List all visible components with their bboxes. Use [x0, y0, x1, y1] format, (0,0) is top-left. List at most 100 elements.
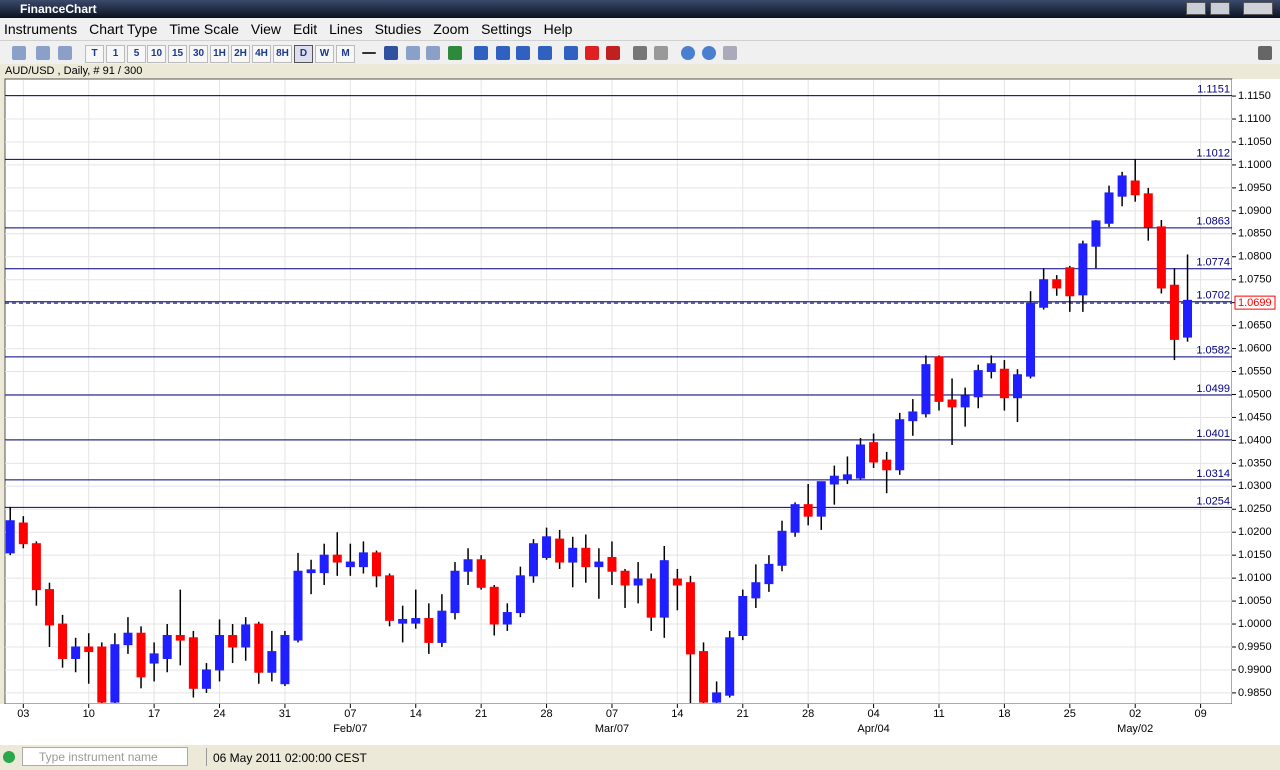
x-tick-label: 31: [279, 708, 291, 720]
minimize-button[interactable]: [1186, 2, 1206, 15]
period-button[interactable]: W: [315, 45, 334, 63]
candle-body: [149, 653, 159, 664]
tool-icon[interactable]: [538, 46, 552, 60]
level-label: 1.1012: [1196, 147, 1230, 159]
x-tick-label: 10: [83, 708, 95, 720]
y-tick-label: 1.0950: [1238, 182, 1272, 194]
candle-body: [385, 575, 395, 621]
y-tick-label: 1.0000: [1238, 618, 1272, 630]
x-tick-label: 21: [475, 708, 487, 720]
menu-item[interactable]: Edit: [292, 21, 318, 37]
tool-icon[interactable]: [496, 46, 510, 60]
delete-all-tool[interactable]: [606, 46, 620, 60]
tool-icon[interactable]: [448, 46, 462, 60]
candle-body: [581, 547, 591, 568]
menu-item[interactable]: Instruments: [4, 21, 78, 37]
candle-body: [345, 561, 355, 568]
y-tick-label: 1.1100: [1238, 113, 1271, 125]
period-button[interactable]: 5: [127, 45, 146, 63]
candle-body: [1143, 193, 1153, 228]
menu-item[interactable]: Settings: [481, 21, 532, 37]
period-button[interactable]: 15: [168, 45, 187, 63]
y-tick-label: 0.9950: [1238, 641, 1272, 653]
tool-icon[interactable]: [516, 46, 530, 60]
menu-item[interactable]: Time Scale: [169, 21, 239, 37]
panel-toggle[interactable]: [1258, 46, 1272, 60]
candle-body: [1078, 243, 1088, 296]
month-label: May/02: [1117, 723, 1153, 735]
period-button[interactable]: 8H: [273, 45, 292, 63]
candle-body: [790, 504, 800, 533]
x-tick-label: 07: [606, 708, 618, 720]
menu-item[interactable]: Help: [543, 21, 573, 37]
candle-body: [267, 651, 277, 673]
preview-button[interactable]: [654, 46, 668, 60]
period-button[interactable]: 1: [106, 45, 125, 63]
candle-body: [934, 356, 944, 402]
x-tick-label: 09: [1194, 708, 1206, 720]
tool-icon[interactable]: [406, 46, 420, 60]
candle-body: [1169, 284, 1179, 340]
candle-body: [44, 589, 54, 626]
y-tick-label: 1.0550: [1238, 365, 1272, 377]
tool-icon[interactable]: [12, 46, 26, 60]
y-tick-label: 1.0850: [1238, 228, 1272, 240]
x-tick-label: 18: [998, 708, 1010, 720]
x-tick-label: 28: [540, 708, 552, 720]
maximize-button[interactable]: [1210, 2, 1230, 15]
menu-item[interactable]: Lines: [329, 21, 363, 37]
zoom-out[interactable]: [702, 46, 716, 60]
period-button[interactable]: 2H: [231, 45, 250, 63]
candle-body: [162, 635, 172, 659]
tool-icon[interactable]: [474, 46, 488, 60]
tool-icon[interactable]: [426, 46, 440, 60]
candle-body: [502, 612, 512, 625]
menu-item[interactable]: View: [250, 21, 281, 37]
level-label: 1.0702: [1196, 290, 1230, 302]
y-tick-label: 1.1050: [1238, 136, 1272, 148]
plot-area: [4, 78, 1233, 705]
candle-body: [476, 559, 486, 588]
delete-tool[interactable]: [585, 46, 599, 60]
candle-body: [986, 363, 996, 373]
tool-icon[interactable]: [564, 46, 578, 60]
level-label: 1.0401: [1196, 428, 1230, 440]
level-label: 1.1151: [1197, 84, 1230, 96]
period-button[interactable]: D: [294, 45, 313, 63]
candle-body: [699, 651, 709, 703]
period-button[interactable]: 30: [189, 45, 208, 63]
menu-item[interactable]: Zoom: [433, 21, 470, 37]
zoom-in[interactable]: [681, 46, 695, 60]
tool-icon[interactable]: [58, 46, 72, 60]
zoom-reset[interactable]: [723, 46, 737, 60]
y-tick-label: 1.1150: [1238, 90, 1271, 102]
x-tick-label: 04: [867, 708, 879, 720]
period-button[interactable]: T: [85, 45, 104, 63]
menu-item[interactable]: Studies: [374, 21, 422, 37]
period-button[interactable]: 10: [147, 45, 166, 63]
candle-body: [1130, 180, 1140, 196]
y-tick-label: 1.0450: [1238, 411, 1272, 423]
candle-body: [175, 635, 185, 641]
y-tick-label: 1.0500: [1238, 388, 1272, 400]
candle-body: [685, 582, 695, 655]
candle-body: [1117, 175, 1127, 197]
grid-tool[interactable]: [384, 46, 398, 60]
candle-body: [424, 618, 434, 643]
candle-body: [1012, 374, 1022, 399]
period-button[interactable]: 4H: [252, 45, 271, 63]
period-button[interactable]: M: [336, 45, 355, 63]
candle-body: [1091, 220, 1101, 247]
print-button[interactable]: [633, 46, 647, 60]
level-label: 1.0314: [1196, 468, 1230, 480]
x-tick-label: 28: [802, 708, 814, 720]
candle-body: [973, 370, 983, 398]
period-button[interactable]: 1H: [210, 45, 229, 63]
tool-icon[interactable]: [36, 46, 50, 60]
instrument-search[interactable]: Type instrument name: [22, 747, 188, 766]
menu-item[interactable]: Chart Type: [89, 21, 158, 37]
close-button[interactable]: [1243, 2, 1273, 15]
candle-body: [594, 561, 604, 568]
y-tick-label: 1.0300: [1238, 480, 1272, 492]
crosshair-tool[interactable]: [362, 52, 376, 54]
